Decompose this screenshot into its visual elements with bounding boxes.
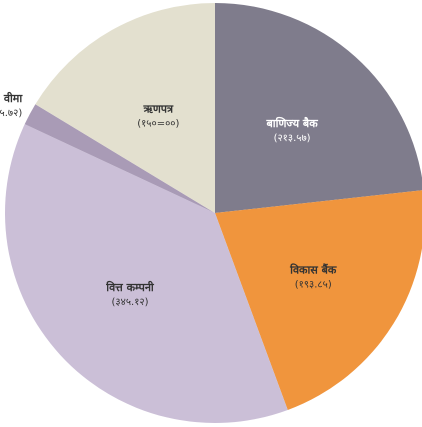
pie-slice-0 (215, 3, 422, 213)
slice-label-1: विकास बैंक (289, 263, 337, 277)
pie-slice-1 (215, 190, 422, 410)
slice-label-0: बाणिज्य बैक (265, 116, 318, 130)
pie-slice-2 (4, 124, 288, 424)
slice-value-label-0: (२१३.५७) (274, 133, 311, 144)
slice-label-2: वित्त कम्पनी (105, 280, 155, 294)
slice-value-label-4: (१५०=००) (137, 118, 179, 129)
pie-slice-3 (24, 104, 215, 213)
slice-value-label-1: (१९३.८५) (295, 280, 332, 291)
pie-labels: बाणिज्य बैक (२१३.५७) विकास बैंक (१९३.८५) वित… (0, 91, 337, 308)
slice-value-label-3: (१५.७२) (0, 108, 22, 119)
pie-slices (4, 3, 422, 424)
slice-label-3: वीमा (3, 91, 24, 105)
pie-slice-4 (35, 3, 215, 213)
slice-label-4: ऋणपत्र (142, 102, 174, 115)
slice-value-label-2: (३४५.१२) (112, 297, 149, 308)
